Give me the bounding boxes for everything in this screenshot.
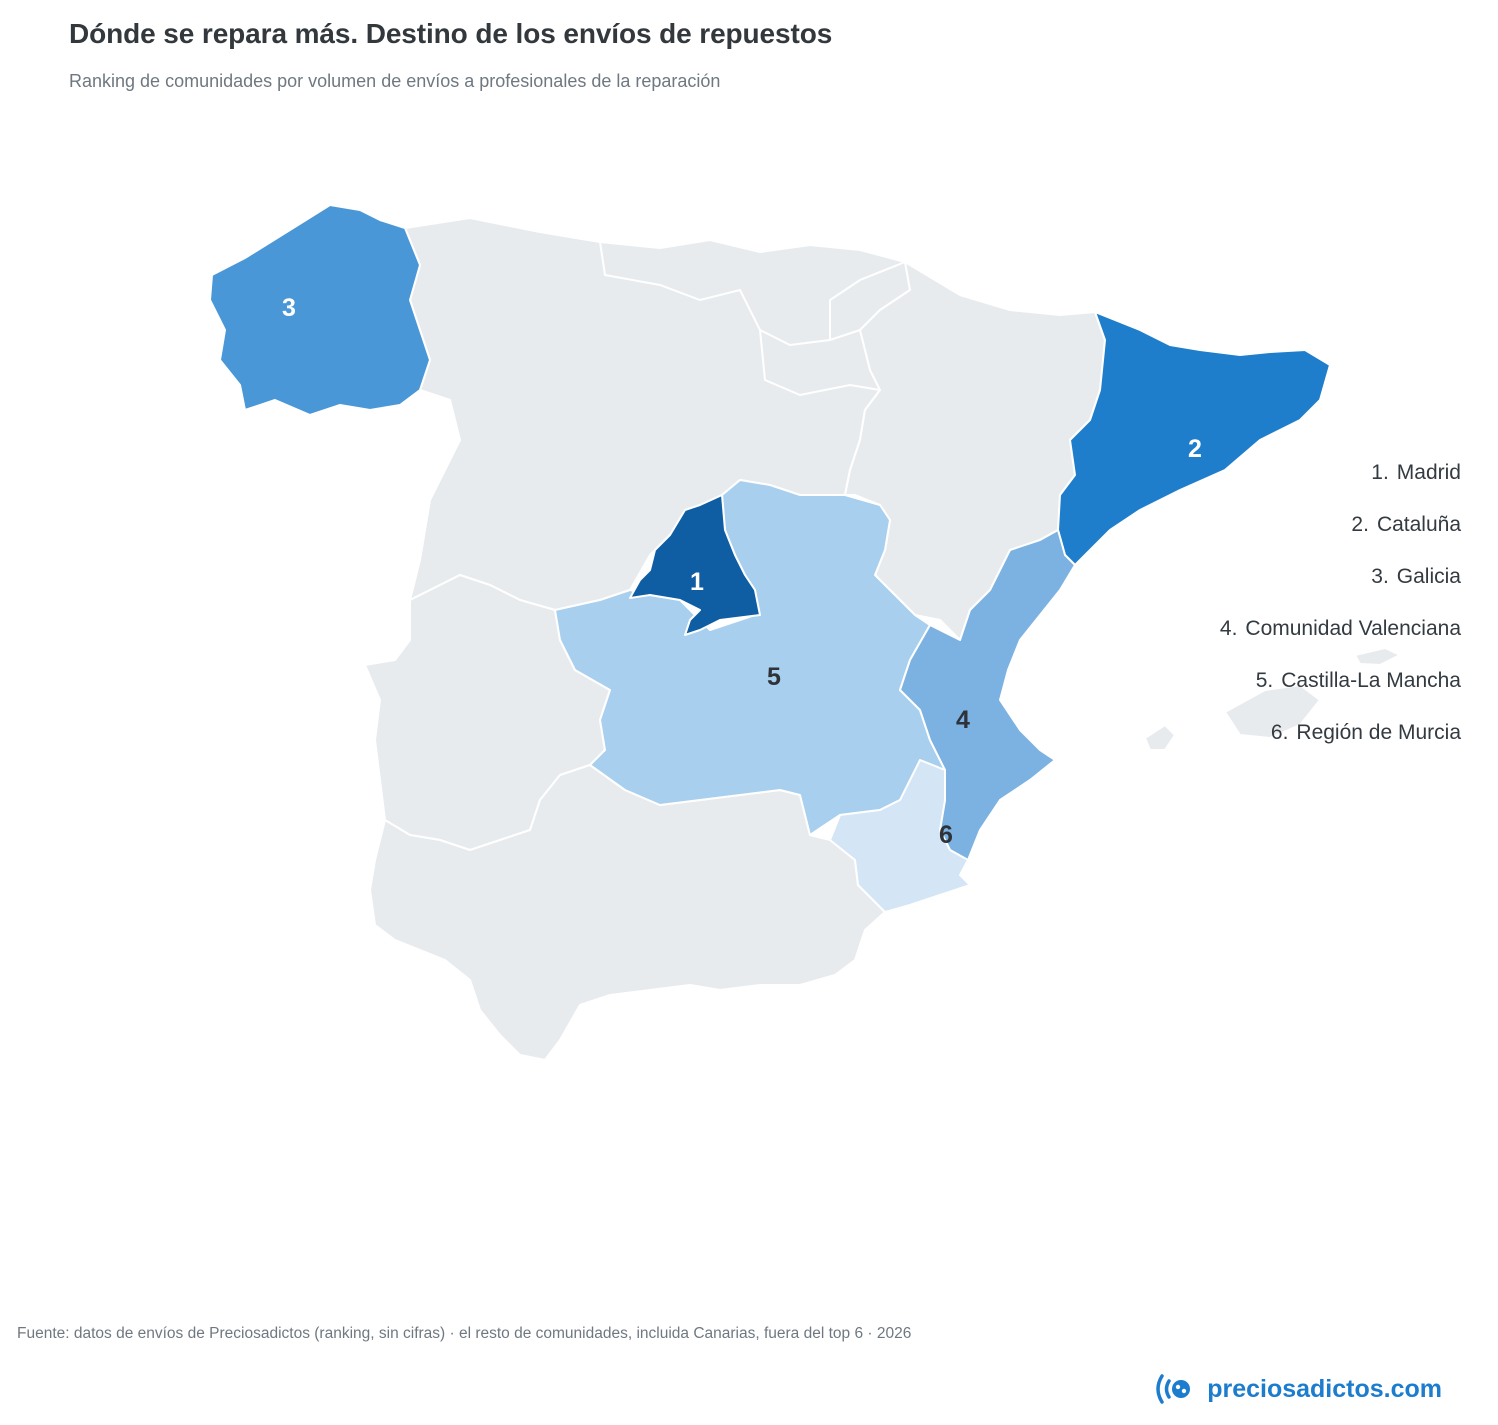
legend-name: Cataluña xyxy=(1376,513,1461,536)
north-region-borders xyxy=(599,241,861,347)
region-galicia xyxy=(209,204,431,416)
region-baleares-ibiza xyxy=(1144,724,1176,751)
legend-rank: 6. xyxy=(1270,721,1289,744)
region-cataluna xyxy=(1057,311,1331,566)
legend-name: Galicia xyxy=(1396,565,1461,588)
region-andalucia xyxy=(369,764,886,1061)
legend-name: Región de Murcia xyxy=(1296,721,1461,744)
brand-link[interactable]: preciosadictos.com xyxy=(1153,1372,1442,1406)
region-baleares-menorca xyxy=(1354,647,1401,666)
legend-rank: 4. xyxy=(1219,617,1238,640)
legend-name: Castilla-La Mancha xyxy=(1281,669,1461,692)
legend-rank: 5. xyxy=(1255,669,1274,692)
region-baleares-mallorca xyxy=(1224,684,1321,739)
legend-item: 3. Galicia xyxy=(1220,562,1461,614)
legend-rank: 2. xyxy=(1351,513,1369,536)
legend-item: 2. Cataluña xyxy=(1220,510,1461,562)
region-murcia xyxy=(829,759,971,913)
legend-name: Madrid xyxy=(1396,461,1461,484)
legend-rank: 1. xyxy=(1371,461,1389,484)
legend-rank: 3. xyxy=(1371,565,1389,588)
map-marker-murcia: 6 xyxy=(939,821,953,849)
north-region-borders-3 xyxy=(829,261,906,340)
legend-item: 6. Región de Murcia xyxy=(1220,718,1461,770)
region-madrid xyxy=(629,494,761,636)
map-marker-castilla-la-mancha: 5 xyxy=(767,663,781,691)
map-marker-comunidad-valenciana: 4 xyxy=(956,706,970,734)
map-marker-madrid: 1 xyxy=(690,568,704,596)
legend-name: Comunidad Valenciana xyxy=(1245,617,1461,640)
other-regions xyxy=(364,217,1401,1061)
region-castilla-la-mancha xyxy=(554,479,946,836)
legend-item: 4. Comunidad Valenciana xyxy=(1220,614,1461,666)
preciosadictos-logo-icon xyxy=(1156,1374,1191,1404)
legend-item: 1. Madrid xyxy=(1220,458,1461,510)
legend-item: 5. Castilla-La Mancha xyxy=(1220,666,1461,718)
brand-text: preciosadictos.com xyxy=(1207,1374,1442,1403)
map-marker-galicia: 3 xyxy=(282,294,296,322)
map-subtitle: Ranking de comunidades por volumen de en… xyxy=(69,71,721,91)
north-region-borders-2 xyxy=(759,329,881,397)
ranking-legend: 1. Madrid 2. Cataluña 3. Galicia 4. Comunida… xyxy=(1220,458,1461,770)
map-marker-cataluna: 2 xyxy=(1188,435,1202,463)
source-footnote: Fuente: datos de envíos de Preciosadicto… xyxy=(17,1325,912,1342)
map-title: Dónde se repara más. Destino de los enví… xyxy=(69,18,833,49)
